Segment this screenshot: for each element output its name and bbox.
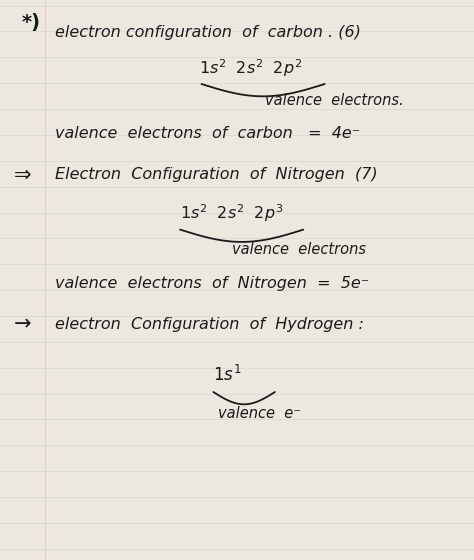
Text: valence  electrons  of  Nitrogen  =  5e⁻: valence electrons of Nitrogen = 5e⁻ — [55, 277, 369, 291]
Text: electron  Configuration  of  Hydrogen :: electron Configuration of Hydrogen : — [55, 318, 364, 332]
Text: Electron  Configuration  of  Nitrogen  (7): Electron Configuration of Nitrogen (7) — [55, 167, 377, 182]
Text: valence  electrons  of  carbon   =  4e⁻: valence electrons of carbon = 4e⁻ — [55, 126, 360, 141]
Text: valence  electrons.: valence electrons. — [265, 94, 404, 108]
Text: valence  electrons: valence electrons — [232, 242, 366, 256]
Text: electron configuration  of  carbon . (6): electron configuration of carbon . (6) — [55, 25, 360, 40]
Text: valence  e⁻: valence e⁻ — [218, 406, 301, 421]
Text: $1s^2$  $2s^2$  $2p^2$: $1s^2$ $2s^2$ $2p^2$ — [199, 58, 302, 79]
Text: $1s^1$: $1s^1$ — [213, 365, 242, 385]
Text: →: → — [14, 315, 32, 335]
Text: ⇒: ⇒ — [14, 165, 32, 185]
Text: $1s^2$  $2s^2$  $2p^3$: $1s^2$ $2s^2$ $2p^3$ — [180, 202, 283, 223]
Text: *): *) — [21, 13, 40, 32]
